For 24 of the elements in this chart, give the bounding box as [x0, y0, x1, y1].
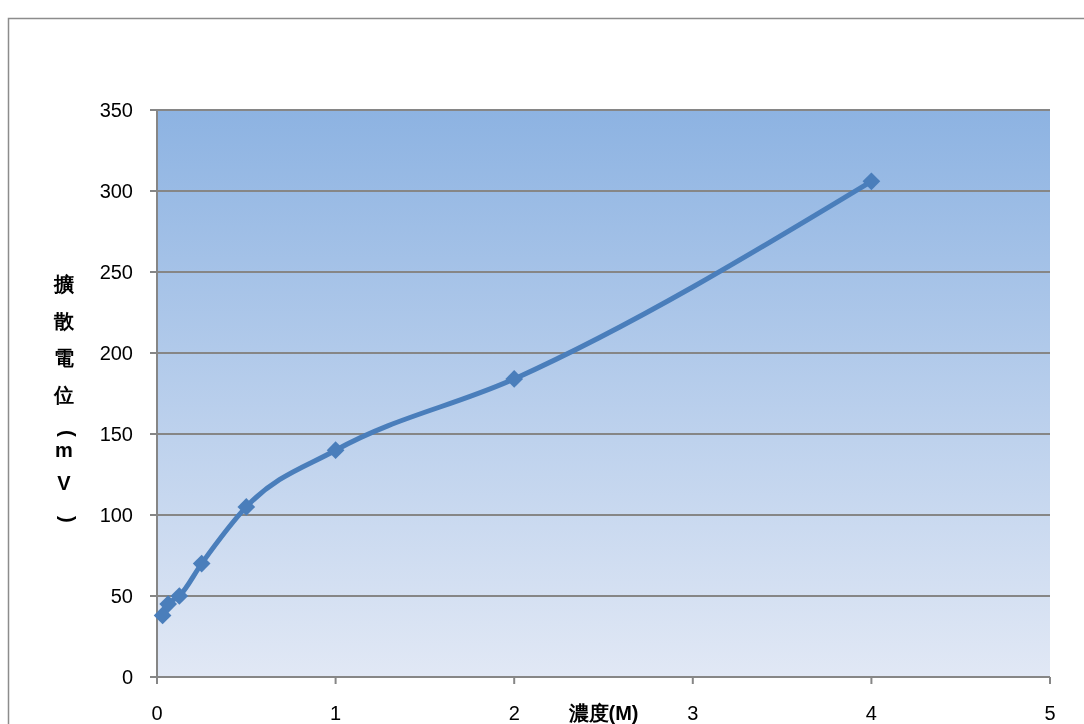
point	[192, 554, 211, 573]
y-tick-label: 350	[99, 99, 133, 121]
x-tick-label: 1	[330, 702, 342, 724]
point	[862, 172, 881, 191]
y-tick-label: 250	[99, 261, 133, 283]
point	[159, 595, 178, 613]
y-tick-label: 0	[121, 666, 133, 688]
point	[505, 370, 524, 388]
point	[170, 587, 189, 605]
x-tick-label: 5	[1044, 702, 1056, 724]
x-tick-label: 2	[508, 702, 520, 724]
y-tick-label: 100	[99, 504, 133, 526]
x-tick-label: 3	[687, 702, 699, 724]
y-tick-label: 150	[99, 423, 133, 445]
y-tick-label: 50	[110, 585, 133, 607]
y-tick-label: 200	[99, 342, 133, 364]
x-tick-label: 0	[151, 702, 163, 724]
y-tick-label: 300	[99, 180, 133, 202]
point	[153, 606, 172, 625]
text: 擴散電位(mV)	[54, 272, 79, 523]
x-tick-label: 4	[865, 702, 877, 724]
point	[326, 441, 345, 460]
point	[237, 498, 256, 516]
x-axis-title: 濃度(M)	[567, 702, 639, 724]
